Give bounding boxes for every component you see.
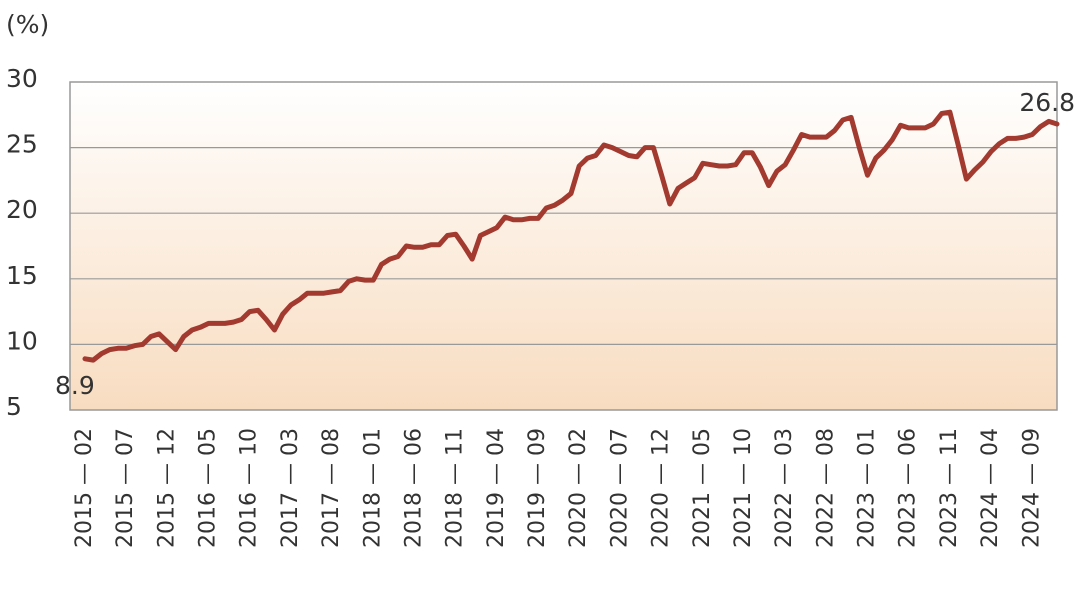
x-tick-label: 2020 — 12: [649, 428, 674, 548]
y-tick-label: 5: [6, 392, 22, 421]
x-tick-label: 2022 — 03: [772, 428, 797, 548]
plot-area: [69, 81, 1058, 411]
x-tick-label: 2017 — 03: [278, 428, 303, 548]
x-tick-label: 2015 — 02: [72, 428, 97, 548]
x-tick-label: 2016 — 05: [196, 428, 221, 548]
x-tick-label: 2016 — 10: [237, 428, 262, 548]
x-tick-label: 2017 — 08: [319, 428, 344, 548]
y-axis-label: (%): [6, 10, 49, 39]
x-tick-label: 2019 — 09: [525, 428, 550, 548]
x-tick-label: 2023 — 01: [855, 428, 880, 548]
y-tick-label: 25: [6, 130, 38, 159]
x-tick-label: 2020 — 07: [607, 428, 632, 548]
x-tick-label: 2022 — 08: [813, 428, 838, 548]
x-tick-label: 2021 — 05: [690, 428, 715, 548]
x-tick-label: 2018 — 01: [360, 428, 385, 548]
y-tick-label: 30: [6, 64, 38, 93]
data-label: 8.9: [55, 371, 95, 400]
x-tick-label: 2015 — 07: [113, 428, 138, 548]
x-tick-label: 2018 — 11: [443, 428, 468, 548]
x-tick-label: 2024 — 04: [978, 428, 1003, 548]
x-tick-label: 2021 — 10: [731, 428, 756, 548]
x-tick-label: 2023 — 11: [937, 428, 962, 548]
x-tick-label: 2024 — 09: [1019, 428, 1044, 548]
x-tick-label: 2023 — 06: [896, 428, 921, 548]
data-label: 26.8: [1019, 88, 1075, 117]
x-tick-label: 2020 — 02: [566, 428, 591, 548]
x-tick-label: 2015 — 12: [154, 428, 179, 548]
line: [82, 109, 1060, 363]
y-tick-label: 10: [6, 326, 38, 355]
y-tick-label: 20: [6, 195, 38, 224]
y-tick-label: 15: [6, 261, 38, 290]
x-tick-label: 2018 — 06: [401, 428, 426, 548]
x-tick-label: 2019 — 04: [484, 428, 509, 548]
